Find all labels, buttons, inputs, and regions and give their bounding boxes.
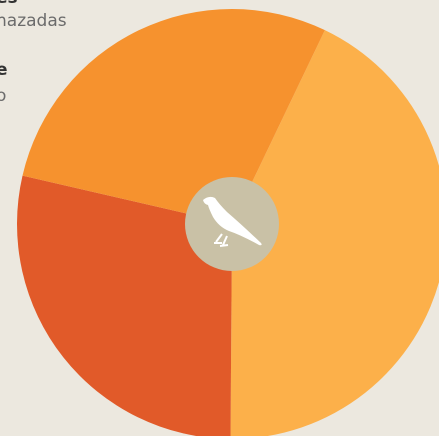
pie (17, 8, 439, 436)
pie-slice (22, 8, 325, 224)
annotation: nazadas (0, 11, 67, 31)
center-badge (185, 177, 279, 271)
pie-slice (230, 30, 439, 436)
annotation: es (0, 0, 18, 8)
annotation: e (0, 60, 8, 80)
annotations: es nazadas eo (0, 0, 67, 106)
bird-legs (214, 233, 229, 247)
annotation: o (0, 86, 6, 106)
pie-slice (17, 175, 232, 436)
bird-icon (203, 196, 262, 246)
